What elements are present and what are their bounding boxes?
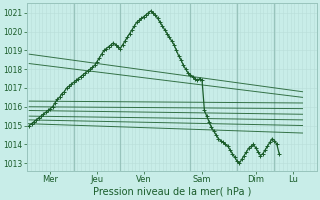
- X-axis label: Pression niveau de la mer( hPa ): Pression niveau de la mer( hPa ): [92, 187, 251, 197]
